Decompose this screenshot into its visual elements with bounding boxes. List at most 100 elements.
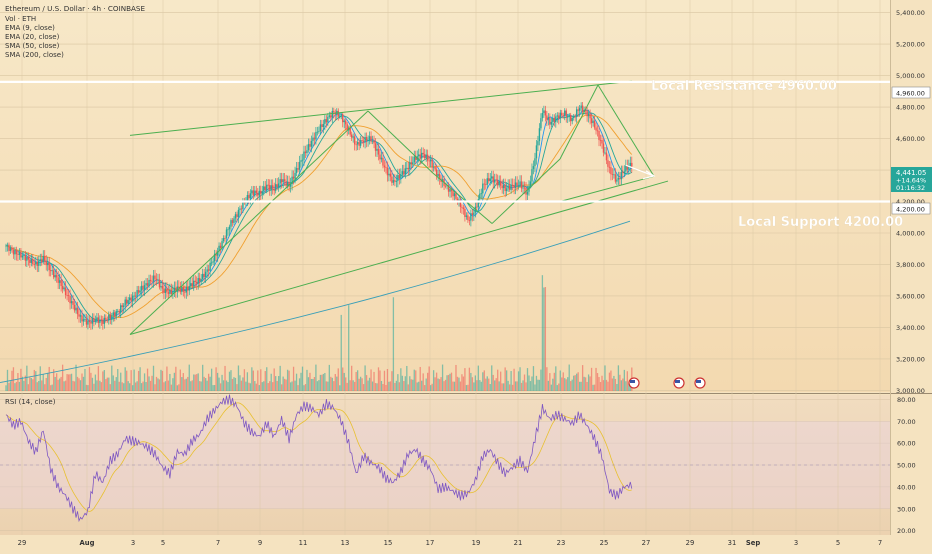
candle-body (78, 314, 80, 317)
time-tick-label: 7 (878, 539, 882, 547)
candle-body (465, 215, 468, 217)
candle-body (395, 181, 398, 182)
volume-bar (552, 378, 554, 391)
us-flag-icon[interactable] (694, 377, 706, 389)
volume-bar (151, 375, 153, 391)
volume-bar (324, 372, 326, 391)
candle-body (18, 251, 21, 256)
volume-bar (602, 380, 605, 391)
candle-body (230, 220, 232, 227)
candle-body (87, 320, 89, 325)
time-tick-label: 17 (426, 539, 435, 547)
candle-body (388, 173, 390, 176)
candle-body (593, 120, 596, 128)
resistance-label: Local Resistance 4960.00 (651, 79, 837, 94)
price-pane-bg (0, 0, 890, 392)
volume-bar (32, 379, 34, 391)
volume-bar (157, 378, 159, 391)
candle-body (263, 186, 265, 192)
candle-body (385, 167, 387, 169)
candle-body (94, 320, 97, 322)
legend-vol[interactable]: Vol · ETH (5, 15, 36, 23)
volume-bar (288, 370, 290, 391)
candle-body (614, 174, 617, 182)
candle-body (291, 176, 293, 185)
volume-bar (318, 380, 320, 391)
volume-bar (558, 383, 560, 391)
candle-body (531, 169, 533, 182)
candle-body (541, 112, 544, 119)
volume-bar (386, 369, 389, 391)
candle-body (534, 158, 536, 167)
legend-ema9[interactable]: EMA (9, close) (5, 24, 55, 32)
header-legend: Ethereum / U.S. Dollar · 4h · COINBASE V… (5, 4, 145, 59)
candle-body (431, 159, 433, 168)
candle-body (485, 184, 487, 186)
volume-bar (443, 381, 445, 391)
legend-sma50[interactable]: SMA (50, close) (5, 42, 60, 50)
candle-body (564, 110, 566, 116)
volume-bar (590, 367, 593, 391)
candle-body (102, 319, 104, 324)
volume-bar (415, 370, 417, 391)
candle-body (353, 136, 356, 145)
candle-body (237, 209, 240, 217)
volume-bar (242, 377, 244, 391)
candle-body (331, 110, 334, 118)
volume-bar (218, 377, 220, 391)
volume-bar (167, 380, 170, 391)
volume-bar (382, 384, 384, 391)
us-flag-icon[interactable] (673, 377, 685, 389)
candle-body (444, 185, 447, 187)
candle-body (312, 137, 314, 141)
candle-body (377, 148, 380, 155)
volume-bar (254, 381, 256, 391)
volume-bar (315, 364, 317, 391)
candle-body (215, 253, 217, 256)
candle-body (318, 131, 320, 132)
candle-body (81, 315, 83, 322)
time-tick-label: Sep (746, 539, 761, 547)
candle-body (397, 175, 399, 182)
candle-body (486, 178, 488, 185)
candle-body (131, 295, 134, 302)
candle-body (32, 258, 34, 265)
candle-body (438, 173, 441, 179)
candle-body (210, 262, 213, 264)
volume-bar (325, 381, 327, 391)
volume-bar (155, 376, 158, 391)
candle-body (574, 116, 576, 118)
time-tick-label: 7 (216, 539, 220, 547)
volume-bar (359, 376, 362, 391)
candle-body (17, 254, 19, 256)
legend-sma200[interactable]: SMA (200, close) (5, 51, 64, 59)
candle-body (184, 291, 186, 293)
candle-body (459, 199, 462, 207)
volume-bar (263, 381, 265, 391)
candle-body (118, 310, 120, 313)
volume-bar (328, 364, 330, 391)
candle-body (429, 159, 432, 162)
candle-body (601, 140, 603, 144)
legend-ema20[interactable]: EMA (20, close) (5, 33, 60, 41)
volume-bar (373, 371, 375, 391)
us-flag-icon[interactable] (628, 377, 640, 389)
volume-bar (15, 381, 18, 391)
candle-body (52, 270, 55, 278)
time-tick-label: 11 (299, 539, 308, 547)
candle-body (191, 283, 193, 287)
volume-bar (301, 366, 304, 391)
volume-bar (595, 367, 597, 391)
symbol-line[interactable]: Ethereum / U.S. Dollar · 4h · COINBASE (5, 4, 145, 13)
candle-body (14, 249, 16, 255)
volume-bar (537, 379, 539, 391)
candle-body (222, 238, 225, 242)
price-tick-label: 4,000.00 (896, 229, 925, 237)
volume-bar (225, 380, 228, 391)
candle-body (522, 187, 524, 189)
candle-body (371, 140, 374, 142)
volume-bar (514, 381, 517, 391)
level-lines (0, 80, 890, 203)
candle-body (428, 160, 430, 162)
candle-body (321, 124, 323, 128)
